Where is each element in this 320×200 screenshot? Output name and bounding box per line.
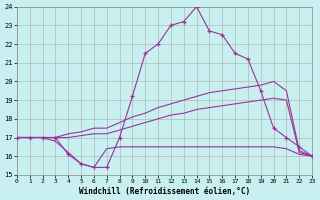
X-axis label: Windchill (Refroidissement éolien,°C): Windchill (Refroidissement éolien,°C) xyxy=(79,187,250,196)
